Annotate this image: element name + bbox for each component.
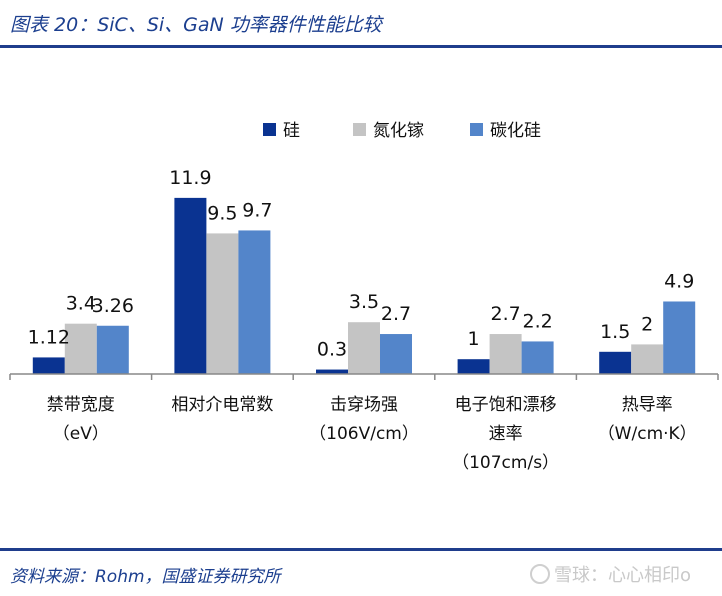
footer-rule [0, 548, 722, 551]
bar-sic-0 [96, 325, 129, 374]
value-label-sic-2: 2.7 [381, 303, 411, 325]
category-label-3-1: 速率 [489, 424, 523, 444]
category-label-2-1: （106V/cm） [309, 424, 419, 444]
value-label-gan-4: 2 [641, 313, 653, 335]
bar-si-1 [174, 197, 207, 374]
value-label-sic-0: 3.26 [92, 295, 134, 317]
header-rule [0, 45, 722, 48]
value-label-sic-3: 2.2 [522, 310, 552, 332]
value-label-si-1: 11.9 [169, 167, 211, 189]
category-label-3-2: （107cm/s） [452, 453, 559, 473]
legend-label-si: 硅 [283, 121, 300, 141]
watermark-text: 雪球：心心相印o [554, 565, 692, 586]
watermark: 雪球：心心相印o [530, 561, 691, 587]
bar-sic-2 [380, 334, 412, 374]
value-label-sic-4: 4.9 [664, 270, 694, 292]
value-label-si-4: 1.5 [600, 321, 630, 343]
xueqiu-logo-icon [530, 564, 550, 584]
chart-bars [32, 197, 696, 374]
category-label-0-1: （eV） [53, 424, 109, 444]
source-note: 资料来源：Rohm，国盛证券研究所 [10, 567, 281, 587]
legend-label-gan: 氮化镓 [373, 121, 424, 141]
bar-gan-0 [64, 323, 97, 374]
bar-si-4 [599, 351, 632, 374]
value-label-si-0: 1.12 [28, 326, 70, 348]
value-label-gan-0: 3.4 [66, 293, 96, 315]
value-label-gan-3: 2.7 [490, 303, 520, 325]
bar-gan-1 [206, 233, 239, 374]
bar-sic-4 [663, 301, 696, 374]
bar-gan-2 [348, 322, 380, 374]
category-label-4-0: 热导率 [622, 395, 673, 415]
category-label-1-0: 相对介电常数 [171, 395, 273, 415]
chart-legend: 硅 氮化镓 碳化硅 [263, 121, 541, 141]
value-label-si-2: 0.3 [317, 339, 347, 361]
category-label-4-1: （W/cm·K） [598, 424, 697, 444]
figure-title: 图表 20：SiC、Si、GaN 功率器件性能比较 [10, 14, 382, 36]
legend-swatch-sic [470, 123, 483, 136]
bar-chart: 硅氮化镓 碳化硅 1.123.43.2611.99.5 9.70.33.52.712… [9, 121, 719, 473]
category-label-3-0: 电子饱和漂移 [455, 395, 557, 415]
category-label-2-0: 击穿场强 [330, 395, 398, 415]
value-label-si-3: 1 [468, 328, 480, 350]
x-axis [9, 373, 719, 380]
bar-gan-3 [489, 334, 522, 374]
value-label-gan-2: 3.5 [349, 291, 379, 313]
bar-gan-4 [631, 344, 664, 374]
value-label-gan-1: 9.5 [207, 202, 237, 224]
bar-sic-3 [521, 341, 554, 374]
legend-swatch-si [263, 123, 276, 136]
legend-label-sic: 碳化硅 [490, 121, 541, 141]
bar-si-0 [32, 357, 65, 374]
value-label-sic-1: 9.7 [242, 199, 272, 221]
bar-sic-1 [238, 230, 271, 374]
bar-si-2 [316, 369, 348, 374]
category-label-0-0: 禁带宽度 [47, 395, 115, 415]
legend-swatch-gan [353, 123, 366, 136]
bar-si-3 [457, 359, 490, 374]
